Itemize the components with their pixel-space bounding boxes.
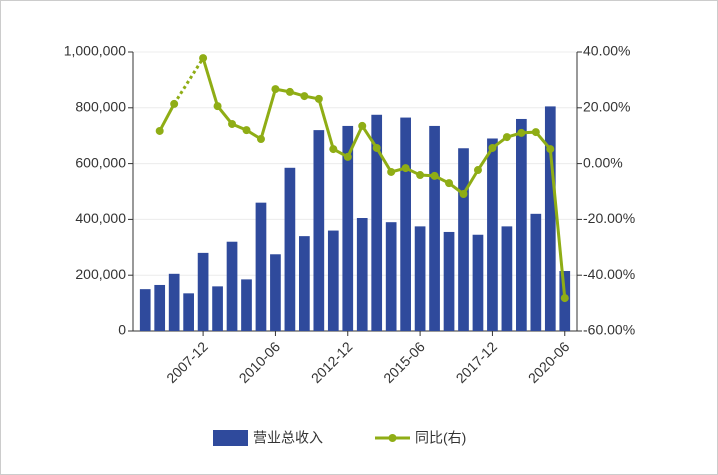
bar — [327, 230, 339, 331]
point — [546, 145, 555, 154]
y2-tick-label: 20.00% — [583, 99, 630, 115]
bar — [516, 118, 527, 332]
bar — [458, 148, 469, 331]
legend-label: 同比(右) — [415, 430, 466, 446]
bar — [154, 284, 166, 331]
point — [271, 85, 280, 94]
point — [416, 171, 425, 180]
bar — [139, 289, 151, 331]
y-tick-label: 400,000 — [75, 210, 126, 226]
bar — [168, 273, 180, 331]
point — [170, 99, 179, 108]
y-tick-label: 0 — [118, 322, 126, 338]
point — [488, 143, 497, 152]
bar — [487, 138, 498, 331]
legend-item: 营业总收入 — [213, 430, 323, 446]
y2-tick-label: 40.00% — [583, 43, 630, 59]
y2-tick-label: -40.00% — [583, 266, 635, 282]
bar — [197, 252, 209, 331]
point — [531, 128, 540, 137]
bar — [501, 226, 513, 331]
point — [256, 135, 265, 144]
point — [502, 133, 511, 142]
point — [430, 171, 439, 180]
bar — [241, 279, 252, 331]
y2-tick-label: -60.00% — [583, 322, 635, 338]
y-tick-label: 200,000 — [75, 266, 126, 282]
bar — [313, 130, 325, 331]
point — [343, 152, 352, 161]
y2-tick-label: -20.00% — [583, 210, 635, 226]
y-tick-label: 800,000 — [75, 99, 126, 115]
legend-swatch — [213, 430, 248, 446]
point — [300, 92, 309, 101]
bar — [385, 222, 397, 331]
bar — [255, 202, 267, 331]
bar — [443, 231, 455, 331]
y2-tick-label: 0.00% — [583, 154, 623, 170]
legend-label: 营业总收入 — [253, 430, 323, 446]
point — [329, 145, 338, 154]
point — [445, 179, 454, 188]
point — [285, 87, 294, 96]
point — [213, 102, 222, 111]
point — [242, 126, 251, 135]
bar — [284, 167, 296, 331]
point — [358, 121, 367, 130]
bar — [371, 114, 383, 332]
bar — [299, 236, 310, 331]
bar — [400, 117, 411, 331]
bar — [530, 213, 542, 331]
point — [228, 119, 237, 128]
legend-item: 同比(右) — [375, 430, 466, 446]
point — [387, 167, 396, 176]
bar — [414, 226, 426, 331]
bar — [212, 286, 223, 331]
bar — [429, 125, 440, 331]
point — [473, 166, 482, 175]
y-tick-label: 1,000,000 — [64, 43, 126, 59]
point — [560, 294, 569, 303]
point — [155, 126, 164, 135]
y-tick-label: 600,000 — [75, 154, 126, 170]
bar — [226, 241, 238, 331]
bar — [342, 125, 354, 331]
point — [199, 54, 208, 63]
bar — [472, 234, 484, 331]
point — [517, 128, 526, 137]
bar — [270, 254, 281, 331]
bar — [544, 106, 556, 331]
point — [314, 94, 323, 103]
point — [401, 164, 410, 173]
bar — [356, 218, 368, 331]
point — [372, 143, 381, 152]
point — [459, 190, 468, 199]
bar — [183, 293, 194, 331]
legend-marker — [388, 434, 397, 442]
